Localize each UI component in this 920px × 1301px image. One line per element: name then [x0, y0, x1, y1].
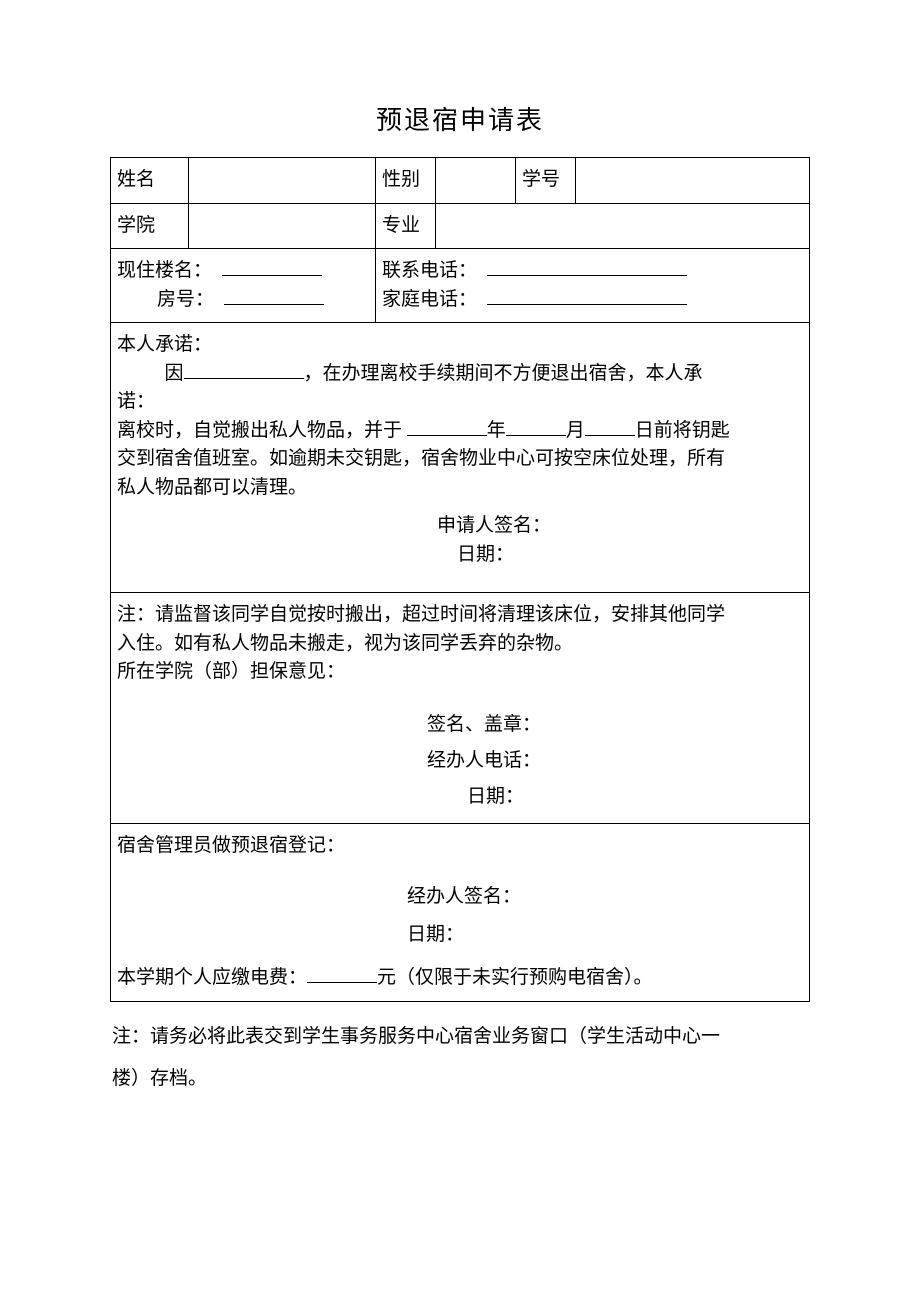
admin-sign-block: 经办人签名： 日期：	[117, 878, 803, 954]
row-promise: 本人承诺： 因 ，在办理离校手续期间不方便退出宿舍，本人承 诺： 离校时，自觉搬出…	[111, 323, 810, 593]
promise-line3d: 日前将钥匙	[635, 420, 730, 441]
dept-note-line2: 入住。如有私人物品未搬走，视为该同学丢弃的杂物。	[117, 630, 803, 659]
admin-fee-a: 本学期个人应缴电费：	[117, 967, 307, 988]
line-room: 房号：	[117, 286, 369, 315]
field-name[interactable]	[188, 158, 375, 204]
promise-header: 本人承诺：	[117, 331, 803, 360]
label-room: 房号：	[157, 289, 214, 310]
label-building: 现住楼名：	[117, 260, 212, 281]
promise-line1a: 因	[165, 363, 184, 384]
admin-fee-line: 本学期个人应缴电费： 元（仅限于未实行预购电宿舍）。	[117, 964, 803, 993]
admin-header: 宿舍管理员做预退宿登记：	[117, 832, 803, 861]
dept-sign-label: 签名、盖章：	[427, 707, 803, 743]
field-major[interactable]	[436, 203, 810, 249]
label-college: 学院	[111, 203, 189, 249]
footer-line2: 楼）存档。	[112, 1058, 808, 1100]
blank-room[interactable]	[224, 286, 324, 305]
label-home-phone: 家庭电话：	[382, 289, 477, 310]
applicant-sign-label: 申请人签名：	[437, 512, 803, 541]
dept-phone-label: 经办人电话：	[427, 743, 803, 779]
blank-year[interactable]	[407, 417, 487, 436]
row-dept-note: 注：请监督该同学自觉按时搬出，超过时间将清理该床位，安排其他同学 入住。如有私人…	[111, 593, 810, 824]
promise-line3a: 离校时，自觉搬出私人物品，并于	[117, 420, 402, 441]
promise-line3b: 年	[487, 420, 506, 441]
promise-date-line: 离校时，自觉搬出私人物品，并于 年 月 日前将钥匙	[117, 417, 803, 446]
field-gender[interactable]	[436, 158, 516, 204]
form-title: 预退宿申请表	[110, 100, 810, 137]
promise-line3c: 月	[566, 420, 585, 441]
field-college[interactable]	[188, 203, 375, 249]
blank-fee[interactable]	[307, 964, 377, 983]
footer-line1: 注：请务必将此表交到学生事务服务中心宿舍业务窗口（学生活动中心一	[112, 1016, 808, 1058]
label-name: 姓名	[111, 158, 189, 204]
label-gender: 性别	[376, 158, 436, 204]
label-contact-phone: 联系电话：	[382, 260, 477, 281]
line-contact-phone: 联系电话：	[382, 257, 803, 286]
dept-date-label: 日期：	[427, 779, 803, 815]
promise-line1b: ，在办理离校手续期间不方便退出宿舍，本人承	[304, 363, 703, 384]
applicant-date-label: 日期：	[437, 541, 803, 570]
promise-line5: 私人物品都可以清理。	[117, 474, 803, 503]
promise-line2: 诺：	[117, 388, 803, 417]
application-form-table: 姓名 性别 学号 学院 专业 现住楼名： 房号： 联系电话： 家庭电话：	[110, 157, 810, 1002]
footer-note: 注：请务必将此表交到学生事务服务中心宿舍业务窗口（学生活动中心一 楼）存档。	[110, 1016, 810, 1100]
promise-reason-line: 因 ，在办理离校手续期间不方便退出宿舍，本人承	[117, 360, 803, 389]
admin-fee-b: 元（仅限于未实行预购电宿舍）。	[377, 967, 653, 988]
line-home-phone: 家庭电话：	[382, 286, 803, 315]
label-student-id: 学号	[516, 158, 576, 204]
line-building: 现住楼名：	[117, 257, 369, 286]
admin-date-label: 日期：	[407, 916, 803, 954]
blank-building[interactable]	[222, 257, 322, 276]
promise-line4: 交到宿舍值班室。如逾期未交钥匙，宿舍物业中心可按空床位处理，所有	[117, 445, 803, 474]
dept-note-line1: 注：请监督该同学自觉按时搬出，超过时间将清理该床位，安排其他同学	[117, 601, 803, 630]
cell-phones: 联系电话： 家庭电话：	[376, 249, 810, 323]
applicant-sign-block: 申请人签名： 日期：	[117, 512, 803, 569]
blank-home-phone[interactable]	[487, 286, 687, 305]
blank-day[interactable]	[585, 417, 635, 436]
row-contact: 现住楼名： 房号： 联系电话： 家庭电话：	[111, 249, 810, 323]
field-student-id[interactable]	[576, 158, 810, 204]
dept-opinion-label: 所在学院（部）担保意见：	[117, 658, 803, 687]
admin-sign-label: 经办人签名：	[407, 878, 803, 916]
row-basic-1: 姓名 性别 学号	[111, 158, 810, 204]
blank-reason[interactable]	[184, 360, 304, 379]
row-admin: 宿舍管理员做预退宿登记： 经办人签名： 日期： 本学期个人应缴电费： 元（仅限于未…	[111, 823, 810, 1001]
blank-contact-phone[interactable]	[487, 257, 687, 276]
dept-sign-block: 签名、盖章： 经办人电话： 日期：	[117, 707, 803, 815]
row-basic-2: 学院 专业	[111, 203, 810, 249]
cell-promise: 本人承诺： 因 ，在办理离校手续期间不方便退出宿舍，本人承 诺： 离校时，自觉搬出…	[111, 323, 810, 593]
cell-dept-note: 注：请监督该同学自觉按时搬出，超过时间将清理该床位，安排其他同学 入住。如有私人…	[111, 593, 810, 824]
blank-month[interactable]	[506, 417, 566, 436]
cell-admin: 宿舍管理员做预退宿登记： 经办人签名： 日期： 本学期个人应缴电费： 元（仅限于未…	[111, 823, 810, 1001]
label-major: 专业	[376, 203, 436, 249]
cell-address: 现住楼名： 房号：	[111, 249, 376, 323]
